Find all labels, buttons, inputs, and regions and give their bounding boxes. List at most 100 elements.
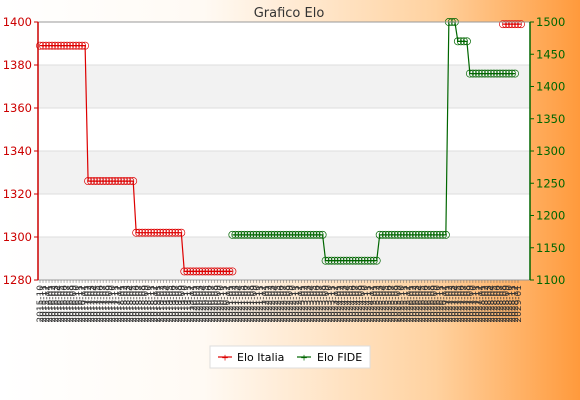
x-tick-label: 2023-04: [307, 285, 317, 323]
data-point: [429, 230, 438, 239]
data-point: [219, 267, 228, 276]
x-tick-label: 2017-12: [114, 285, 124, 323]
data-point: [150, 228, 159, 237]
legend-item-elo-italia[interactable]: + Elo Italia: [218, 351, 284, 364]
legend-marker-icon: +: [221, 354, 229, 364]
data-point: [228, 230, 237, 239]
x-tick-label: 2016-06: [60, 285, 70, 323]
x-tick-label: 2019-02: [156, 285, 166, 323]
right-tick-label: 1150: [536, 241, 565, 255]
data-point: [465, 69, 474, 78]
x-tick-label: 2023-10: [325, 285, 335, 323]
data-point: [318, 230, 327, 239]
data-point: [111, 177, 120, 186]
data-point: [39, 41, 47, 50]
data-point: [517, 20, 525, 29]
data-point: [354, 256, 363, 265]
x-tick-label: 2019-05: [165, 285, 175, 323]
left-tick-label: 1400: [3, 15, 32, 29]
chart-title: Grafico Elo: [254, 6, 325, 21]
x-tick-label: 2016-01: [45, 285, 55, 323]
x-tick-label: 2027-05: [454, 285, 464, 323]
data-point: [252, 230, 261, 239]
data-point: [261, 230, 270, 239]
x-tick-label: 2024-03: [340, 285, 350, 323]
data-point: [514, 20, 522, 29]
x-tick-label: 2020-09: [213, 285, 223, 323]
x-tick-label: 2026-01: [406, 285, 416, 323]
x-tick-label: 2023-11: [328, 285, 338, 323]
data-point: [63, 41, 72, 50]
x-tick-label: 2016-02: [48, 285, 58, 323]
data-point: [441, 230, 450, 239]
x-tick-label: 2017-04: [90, 285, 100, 323]
x-tick-label: 2027-06: [457, 285, 467, 323]
x-tick-label: 2025-12: [403, 285, 413, 323]
data-point: [402, 230, 411, 239]
x-tick-label: 2026-11: [436, 285, 446, 323]
x-tick-label: 2019-09: [177, 285, 187, 323]
data-point: [66, 41, 75, 50]
x-tick-label: 2026-10: [433, 285, 443, 323]
x-tick-label: 2022-10: [289, 285, 299, 323]
x-tick-label: 2029-01: [514, 285, 524, 323]
data-point: [237, 230, 246, 239]
x-tick-label: 2023-02: [301, 285, 311, 323]
data-point: [102, 177, 111, 186]
x-tick-label: 2027-02: [445, 285, 455, 323]
x-tick-label: 2017-02: [84, 285, 94, 323]
data-point: [36, 41, 44, 50]
x-tick-label: 2022-05: [273, 285, 283, 323]
x-tick-label: 2019-03: [159, 285, 169, 323]
x-tick-label: 2017-08: [102, 285, 112, 323]
x-tick-label: 2016-03: [51, 285, 61, 323]
x-tick-label: 2019-04: [162, 285, 172, 323]
data-point: [234, 230, 243, 239]
data-point: [502, 20, 510, 29]
data-point: [87, 177, 96, 186]
x-tick-label: 2027-11: [472, 285, 482, 323]
x-tick-label: 2017-06: [96, 285, 106, 323]
data-point: [174, 228, 183, 237]
data-point: [168, 228, 177, 237]
data-point: [147, 228, 156, 237]
data-point: [192, 267, 201, 276]
x-tick-label: 2022-12: [295, 285, 305, 323]
legend-label-elo-italia: Elo Italia: [237, 351, 284, 364]
x-tick-label: 2026-04: [415, 285, 425, 323]
x-tick-label: 2024-09: [358, 285, 368, 323]
data-point: [156, 228, 165, 237]
x-tick-label: 2020-12: [222, 285, 232, 323]
data-point: [405, 230, 414, 239]
x-tick-label: 2025-02: [373, 285, 383, 323]
data-point: [222, 267, 231, 276]
left-tick-label: 1340: [3, 144, 32, 158]
x-tick-label: 2024-08: [355, 285, 365, 323]
legend-box: [209, 345, 371, 369]
data-point: [387, 230, 396, 239]
x-tick-label: 2026-08: [427, 285, 437, 323]
series-elo-italia: [36, 20, 525, 276]
x-tick-label: 2026-12: [439, 285, 449, 323]
data-point: [363, 256, 372, 265]
data-point: [375, 230, 384, 239]
x-tick-label: 2025-01: [370, 285, 380, 323]
data-point: [282, 230, 291, 239]
x-tick-label: 2021-08: [246, 285, 256, 323]
data-point: [81, 41, 90, 50]
legend-item-elo-fide[interactable]: + Elo FIDE: [297, 351, 362, 364]
x-tick-label: 2020-06: [204, 285, 214, 323]
data-point: [279, 230, 288, 239]
data-point: [511, 69, 519, 78]
x-tick-label: 2017-10: [108, 285, 118, 323]
x-tick-label: 2026-05: [418, 285, 428, 323]
x-tick-label: 2018-06: [132, 285, 142, 323]
x-tick-label: 2028-11: [508, 285, 518, 323]
right-tick-label: 1400: [536, 80, 565, 94]
data-point: [243, 230, 252, 239]
x-tick-label: 2020-08: [210, 285, 220, 323]
data-point: [390, 230, 399, 239]
data-point: [267, 230, 276, 239]
data-point: [180, 267, 189, 276]
x-tick-label: 2028-08: [499, 285, 509, 323]
